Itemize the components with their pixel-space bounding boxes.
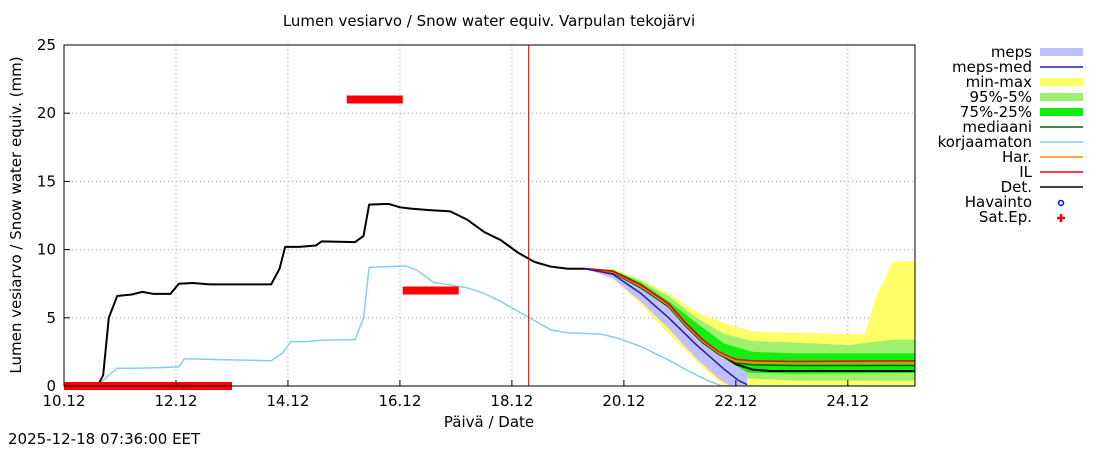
- series-line-korjaamaton: [64, 265, 915, 386]
- x-tick-label: 14.12: [266, 392, 309, 410]
- y-tick-label: 20: [37, 104, 56, 122]
- y-axis-ticks: 0 5 10 15 20 25: [37, 36, 70, 395]
- band-95%-5%: [584, 268, 915, 381]
- plot-frame: [63, 44, 916, 387]
- band-meps: [584, 268, 748, 386]
- series-line-har-: [584, 267, 915, 365]
- x-tick-label: 16.12: [378, 392, 421, 410]
- legend-key-meps: [1040, 48, 1083, 56]
- legend-label: mediaani: [962, 118, 1032, 136]
- x-tick-label: 10.12: [43, 392, 86, 410]
- series-lines: [64, 202, 915, 386]
- x-tick-label: 18.12: [490, 392, 533, 410]
- series-line-mediaani: [584, 267, 915, 367]
- x-tick-label: 12.12: [154, 392, 197, 410]
- x-tick-label: 22.12: [714, 392, 757, 410]
- chart-title: Lumen vesiarvo / Snow water equiv. Varpu…: [283, 12, 695, 30]
- legend-label: Sat.Ep.: [979, 208, 1032, 226]
- legend-label: 75%-25%: [960, 103, 1032, 121]
- x-tick-label: 20.12: [602, 392, 645, 410]
- y-tick-label: 10: [37, 241, 56, 259]
- legend-key-min-max: [1040, 78, 1083, 86]
- x-tick-label: 24.12: [826, 392, 869, 410]
- y-axis-label: Lumen vesiarvo / Snow water equiv. (mm): [7, 56, 25, 373]
- legend-label: meps: [991, 43, 1032, 61]
- chart-legend: mepsmeps-medmin-max95%-5%75%-25%mediaani…: [938, 43, 1083, 226]
- legend-label: korjaamaton: [938, 133, 1032, 151]
- legend-label: min-max: [966, 73, 1033, 91]
- y-tick-label: 25: [37, 36, 56, 54]
- legend-label: Det.: [1001, 178, 1032, 196]
- series-line-il: [584, 267, 915, 363]
- x-axis-label: Päivä / Date: [444, 413, 534, 431]
- y-tick-label: 5: [46, 309, 56, 327]
- legend-label: Havainto: [965, 193, 1032, 211]
- legend-key-95-5-: [1040, 93, 1083, 101]
- legend-label: 95%-5%: [969, 88, 1032, 106]
- legend-label: IL: [1019, 163, 1032, 181]
- x-axis-ticks: 10.12 12.12 14.12 16.12 18.12 20.12 22.12 24.12: [43, 380, 869, 410]
- y-tick-label: 0: [46, 377, 56, 395]
- series-line-meps-med: [584, 267, 748, 386]
- timestamp: 2025-12-18 07:36:00 EET: [8, 430, 201, 448]
- legend-label: meps-med: [952, 58, 1032, 76]
- y-tick-label: 15: [37, 172, 56, 190]
- legend-key-75-25-: [1040, 108, 1083, 116]
- sat-ep-markers: [64, 95, 459, 390]
- legend-label: Har.: [1002, 148, 1032, 166]
- legend-key-havainto: [1057, 199, 1065, 207]
